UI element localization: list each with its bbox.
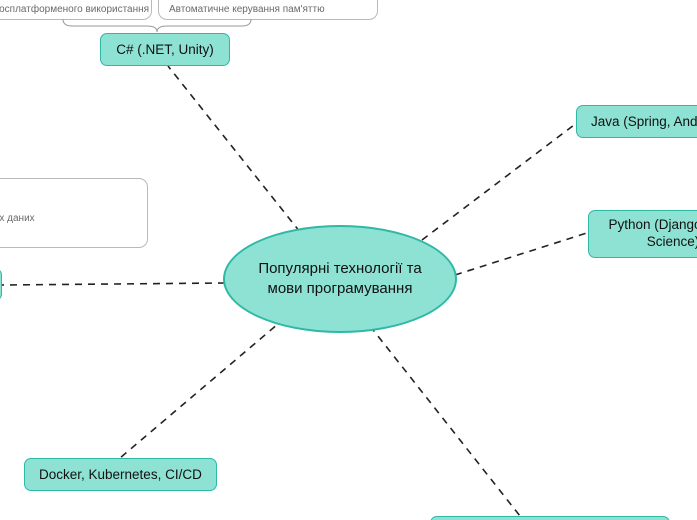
note-box: ійність для я неструктурованих данихть (0, 178, 148, 248)
center-topic-label: Популярні технології та мови програмуван… (245, 259, 435, 300)
brace-decoration (62, 18, 252, 34)
topic-offscreen-left[interactable] (0, 268, 2, 301)
topic-java[interactable]: Java (Spring, Android) (576, 105, 697, 138)
topic-csharp[interactable]: C# (.NET, Unity) (100, 33, 230, 66)
note-box: Хороша інтеграція з WindowsАвтоматичне к… (158, 0, 378, 20)
mindmap-canvas: ш популярний для веброзробкикий для крос… (0, 0, 697, 520)
topic-label: Python (Django, DataScience) (608, 217, 697, 251)
topic-label: C# (.NET, Unity) (116, 42, 214, 57)
note-box: ш популярний для веброзробкикий для крос… (0, 0, 152, 20)
center-topic[interactable]: Популярні технології та мови програмуван… (223, 225, 457, 333)
topic-python[interactable]: Python (Django, DataScience) (588, 210, 697, 258)
topic-label: Docker, Kubernetes, CI/CD (39, 467, 202, 482)
topic-docker[interactable]: Docker, Kubernetes, CI/CD (24, 458, 217, 491)
topic-javascript[interactable]: JavaScript (React, Angular, Vue) (430, 516, 670, 520)
topic-label: Java (Spring, Android) (591, 114, 697, 129)
